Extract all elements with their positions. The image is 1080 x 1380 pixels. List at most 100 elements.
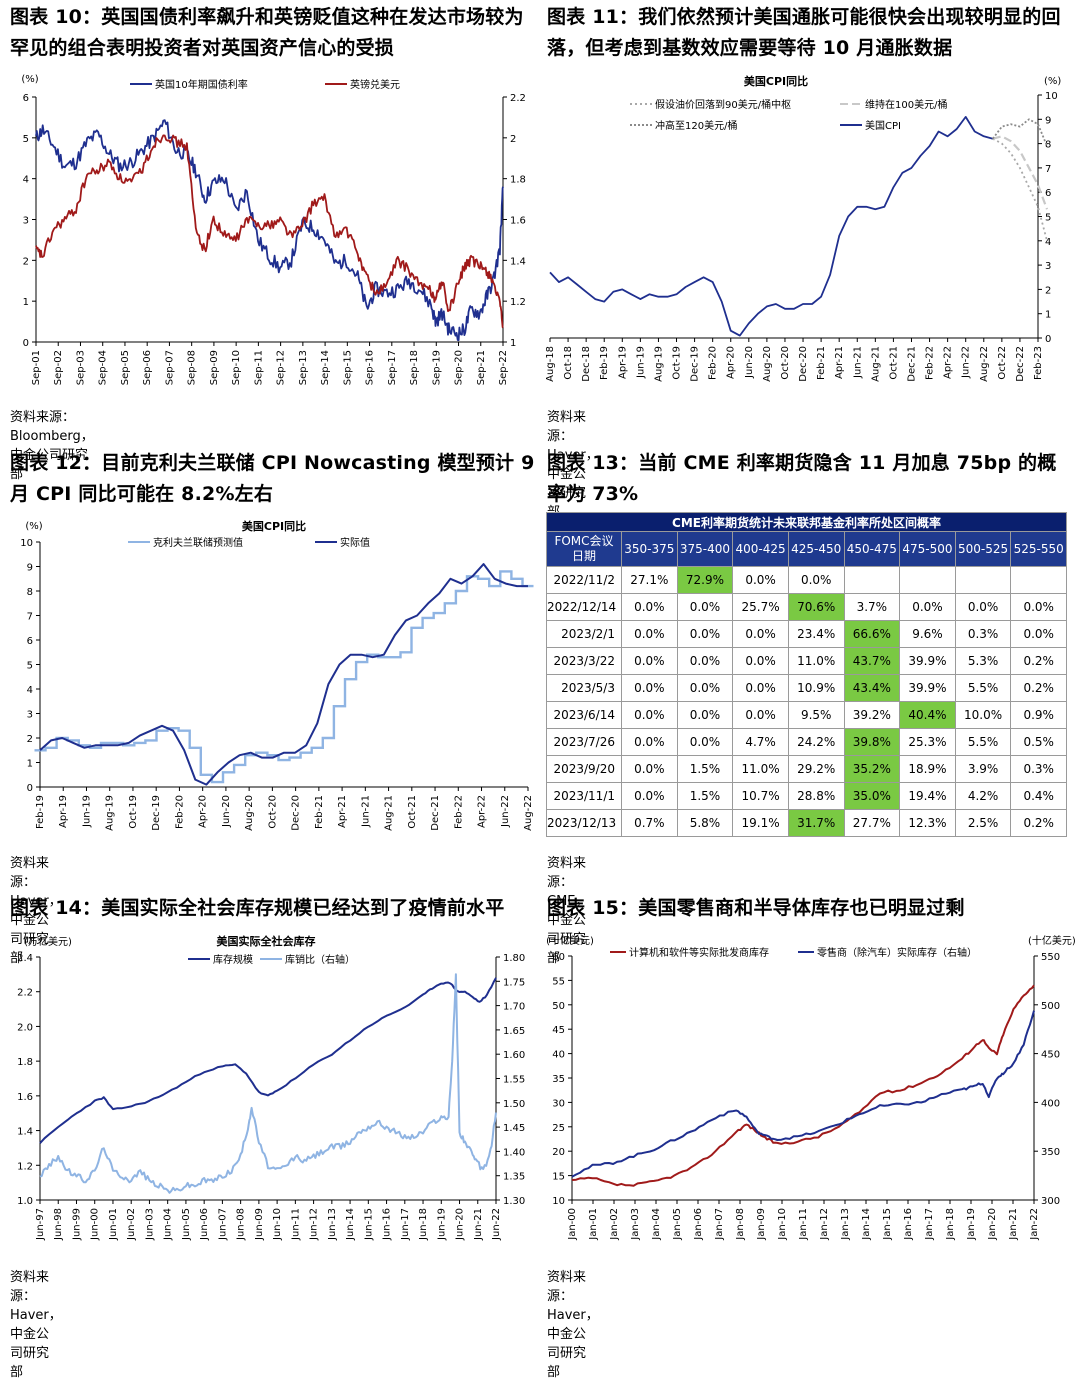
probability-cell: 5.5% xyxy=(954,728,1012,756)
x-tick-label: Jan-20 xyxy=(987,1208,998,1241)
fig11-chart: 美国CPI同比 (%) 0 1 2 3 4 5 6 7 8 9 10 Aug-18 Oct-18 Dec-18… xyxy=(545,74,1061,382)
table-row: 2023/5/3 0.0% 0.0% 0.0% 10.9% 43.4% 39.9% 5.5% 0… xyxy=(546,674,1067,702)
x-tick-label: Oct-19 xyxy=(128,795,139,829)
fig11-right-unit: (%) xyxy=(1044,76,1061,87)
fig15-series-1 xyxy=(571,984,1035,1187)
fig11-right-axis-tick-label: 10 xyxy=(1045,91,1058,102)
fig15-right-axis-tick-label: 350 xyxy=(1041,1147,1060,1158)
fig11-legend-1-label: 假设油价回落到90美元/桶中枢 xyxy=(655,98,791,111)
probability-cell: 0.4% xyxy=(1010,782,1067,810)
x-tick-label: Dec-19 xyxy=(690,346,701,382)
x-tick-label: Jun-10 xyxy=(272,1208,283,1241)
fig15-left-axis-tick-label: 60 xyxy=(552,952,565,963)
x-tick-label: Aug-20 xyxy=(762,346,773,382)
x-tick-label: Jan-14 xyxy=(861,1208,872,1241)
x-tick-label: Jun-18 xyxy=(418,1208,429,1241)
probability-cell: 5.8% xyxy=(676,809,734,837)
fig12-left-axis-tick-label: 5 xyxy=(27,661,33,672)
fig10-source: 资料来源：Bloomberg，中金公司研究部 xyxy=(10,410,94,482)
fig14-right-axis-tick-label: 1.50 xyxy=(503,1099,525,1110)
fig15-left-axis-tick-label: 10 xyxy=(552,1196,565,1207)
x-tick-label: Feb-20 xyxy=(174,795,185,829)
x-tick-label: Jun-17 xyxy=(400,1208,411,1241)
fig15-right-axis-tick-label: 300 xyxy=(1041,1196,1060,1207)
probability-cell: 10.7% xyxy=(732,782,789,810)
x-tick-label: Sep-13 xyxy=(298,350,309,385)
fig12-legend-1-label: 克利夫兰联储预测值 xyxy=(153,536,243,549)
x-tick-label: Jun-19 xyxy=(635,346,646,379)
x-tick-label: Apr-21 xyxy=(834,346,845,379)
fig12-series-1 xyxy=(34,570,534,784)
x-tick-label: Dec-21 xyxy=(430,795,441,831)
fig14-right-axis-tick-label: 1.65 xyxy=(503,1026,525,1037)
x-tick-label: Sep-21 xyxy=(476,350,487,385)
x-tick-label: Jun-02 xyxy=(126,1208,137,1241)
probability-cell: 0.0% xyxy=(732,674,789,702)
fig12-left-axis-tick-label: 8 xyxy=(27,587,33,598)
x-tick-label: Sep-16 xyxy=(365,350,376,385)
probability-cell: 4.2% xyxy=(954,782,1012,810)
x-tick-label: Dec-20 xyxy=(798,346,809,382)
x-tick-label: Feb-20 xyxy=(708,346,719,380)
header-rate-range: 475-500 xyxy=(899,531,956,567)
probability-cell: 31.7% xyxy=(787,809,845,837)
fig11-series-2 xyxy=(992,137,1048,242)
fig13-title: 图表 13：当前 CME 利率期货隐含 11 月加息 75bp 的概率为 73% xyxy=(547,452,1057,505)
probability-cell: 5.5% xyxy=(954,674,1012,702)
fig10-legend-1-label: 英国10年期国债利率 xyxy=(155,78,248,91)
x-tick-label: Feb-19 xyxy=(35,795,46,829)
probability-cell: 0.0% xyxy=(621,620,678,648)
header-fomc-line: 日期 xyxy=(571,549,596,563)
fig14-legend-1-label: 库存规模 xyxy=(213,953,253,966)
x-tick-label: Apr-22 xyxy=(477,795,488,828)
fig14-right-axis-tick-label: 1.75 xyxy=(503,977,525,988)
fig14-chart-title: 美国实际全社会库存 xyxy=(217,934,316,948)
x-tick-label: Sep-20 xyxy=(454,350,465,385)
probability-cell: 0.0% xyxy=(621,701,678,729)
fig15-chart: (十亿美元) (十亿美元) 10 15 20 25 30 35 40 45 50 55 60 300 350… xyxy=(546,934,1076,1241)
fig14-right-axis-tick-label: 1.60 xyxy=(503,1050,525,1061)
x-tick-label: Jan-18 xyxy=(945,1208,956,1241)
x-tick-label: Sep-19 xyxy=(431,350,442,385)
fig15-series-2 xyxy=(571,1010,1035,1178)
x-tick-label: Aug-22 xyxy=(979,346,990,382)
row-date: 2022/11/2 xyxy=(546,566,622,594)
probability-cell: 0.5% xyxy=(1010,728,1067,756)
fig14-left-axis-tick-label: 1.6 xyxy=(17,1092,33,1103)
fig10-legend-2-label: 英镑兑美元 xyxy=(350,78,400,91)
probability-cell: 9.6% xyxy=(899,620,956,648)
fig11-legend-2-label: 冲高至120美元/桶 xyxy=(655,119,737,132)
x-tick-label: Dec-21 xyxy=(906,346,917,382)
probability-cell: 0.0% xyxy=(621,593,678,621)
x-tick-label: Jun-20 xyxy=(455,1208,466,1241)
fig15-legend-2-label: 零售商（除汽车）实际库存（右轴） xyxy=(817,946,977,959)
fig11-right-axis-tick-label: 3 xyxy=(1045,261,1051,272)
probability-cell: 24.2% xyxy=(787,728,845,756)
x-tick-label: Sep-01 xyxy=(31,350,42,385)
x-tick-label: Jan-22 xyxy=(1029,1208,1040,1241)
probability-cell: 0.0% xyxy=(732,566,789,594)
fig11-series-1 xyxy=(549,116,994,337)
x-tick-label: Dec-19 xyxy=(151,795,162,831)
row-date: 2023/9/20 xyxy=(546,755,622,783)
x-tick-label: Oct-20 xyxy=(780,346,791,380)
x-tick-label: Jun-16 xyxy=(382,1208,393,1241)
fig12-legend-2-label: 实际值 xyxy=(340,536,370,549)
x-tick-label: Jan-16 xyxy=(903,1208,914,1241)
probability-cell: 0.0% xyxy=(732,620,789,648)
table-title: CME利率期货统计未来联邦基金利率所处区间概率 xyxy=(546,512,1067,532)
fig15-left-axis-tick-label: 30 xyxy=(552,1098,565,1109)
probability-cell: 43.4% xyxy=(843,674,901,702)
fig15-legend-1-label: 计算机和软件等实际批发商库存 xyxy=(629,946,769,959)
fig15-left-axis-tick-label: 45 xyxy=(552,1025,565,1036)
fig15-source: 资料来源：Haver，中金公司研究部 xyxy=(547,1270,599,1380)
probability-cell: 28.8% xyxy=(787,782,845,810)
fig10-series-2 xyxy=(35,134,504,329)
x-tick-label: Feb-19 xyxy=(599,346,610,380)
fig10-left-axis-tick-label: 2 xyxy=(23,256,29,267)
probability-cell: 0.2% xyxy=(1010,647,1067,675)
x-tick-label: Oct-22 xyxy=(997,346,1008,380)
fig10-right-axis-tick-label: 2.2 xyxy=(510,93,526,104)
probability-cell xyxy=(899,566,956,594)
fig10-series-1 xyxy=(35,119,504,342)
